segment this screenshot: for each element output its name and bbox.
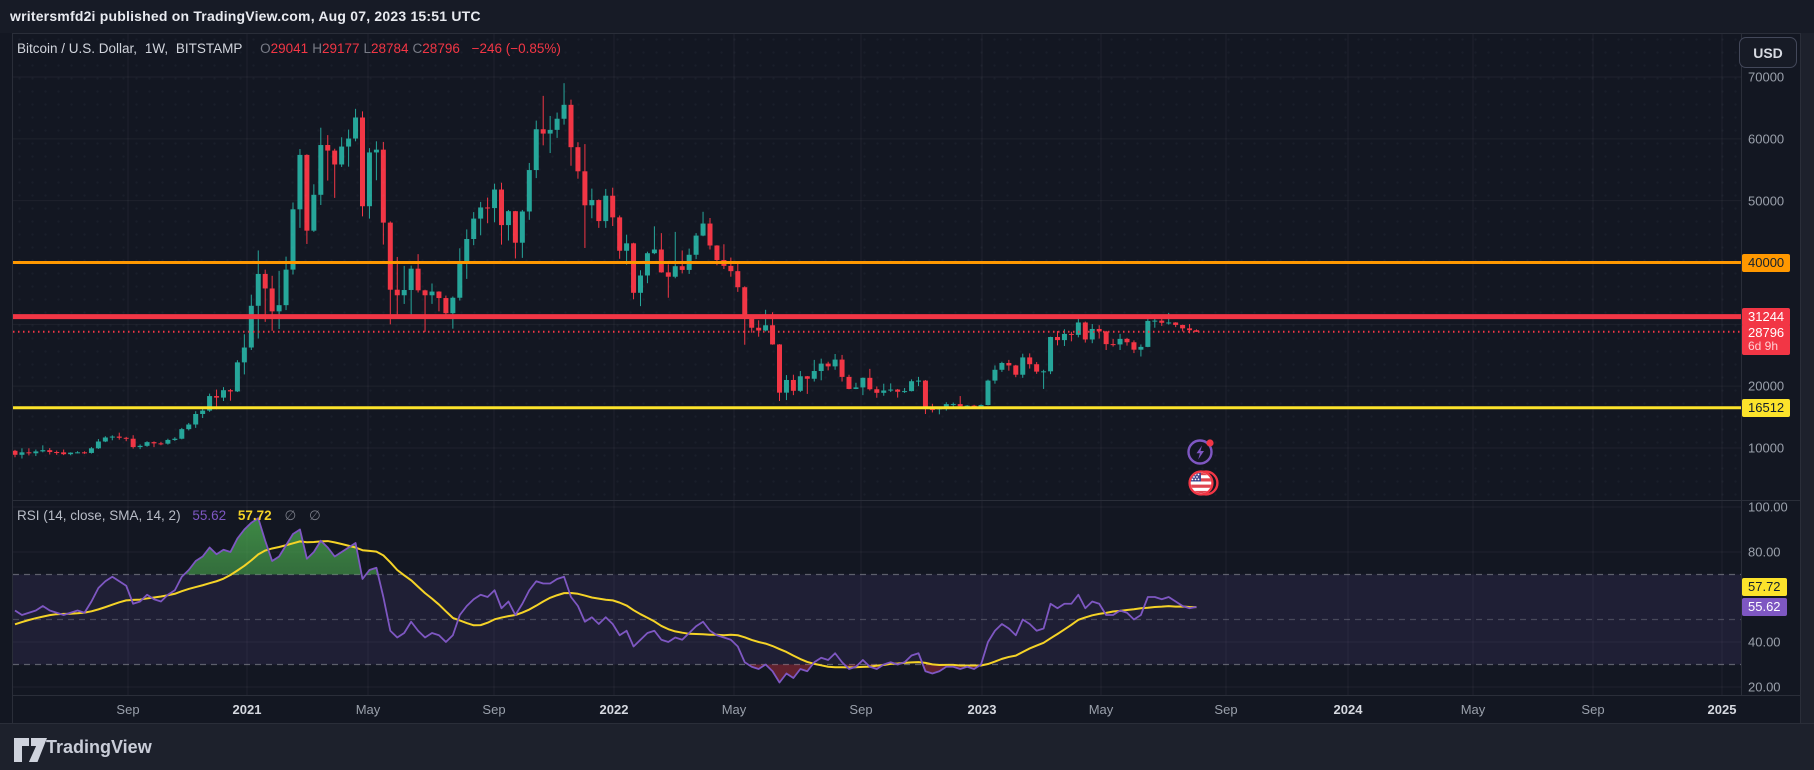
level-40000-badge: 40000 xyxy=(1742,253,1791,272)
footer-bar: TradingView xyxy=(0,723,1814,770)
symbol-interval[interactable]: 1W, xyxy=(144,41,169,56)
time-axis-label-2022: 2022 xyxy=(599,702,629,717)
ohlc-key: H xyxy=(312,41,322,56)
time-axis-label-sep: Sep xyxy=(1581,702,1605,717)
grid-dot-texture xyxy=(13,33,1741,500)
price-axis-label: 60000 xyxy=(1748,131,1785,147)
currency-toggle-button[interactable]: USD xyxy=(1739,37,1797,68)
time-axis-label-may: May xyxy=(1088,702,1114,717)
symbol-exchange[interactable]: BITSTAMP xyxy=(175,41,243,56)
time-axis-label-may: May xyxy=(355,702,381,717)
time-axis-label-2025: 2025 xyxy=(1707,702,1737,717)
time-axis-label-may: May xyxy=(1460,702,1486,717)
rsi-indicator-legend[interactable]: RSI (14, close, SMA, 14, 2) 55.62 57.72 … xyxy=(17,508,321,524)
tradingview-logo-icon[interactable] xyxy=(13,737,49,763)
frame-left-border xyxy=(12,33,13,723)
attribution-text: writersmfd2i published on TradingView.co… xyxy=(10,8,481,24)
rsi-value-badge: 55.62 xyxy=(1742,598,1787,616)
rsi-axis-label: 40.00 xyxy=(1748,634,1781,650)
price-axis-label: 50000 xyxy=(1748,193,1785,209)
ohlc-key: C xyxy=(412,41,423,56)
time-axis-border xyxy=(13,695,1801,696)
countdown-to-bar-close: 6d 9h xyxy=(1748,338,1779,353)
last-price-badge: 28796 6d 9h xyxy=(1742,323,1791,355)
rsi-axis-label: 100.00 xyxy=(1748,499,1788,515)
rsi-sma-value-badge: 57.72 xyxy=(1742,578,1787,596)
ohlc-value: 28796 xyxy=(422,41,460,56)
rsi-value-text: 55.62 xyxy=(192,508,227,523)
symbol-name[interactable]: Bitcoin / U.S. Dollar, xyxy=(17,41,138,56)
price-axis-label: 20000 xyxy=(1748,378,1785,394)
price-axis-border xyxy=(1741,33,1742,695)
level-16512-badge: 16512 xyxy=(1742,398,1791,417)
time-axis-label-sep: Sep xyxy=(849,702,873,717)
time-axis-label-sep: Sep xyxy=(1214,702,1238,717)
pane-separator[interactable] xyxy=(13,500,1801,501)
ohlc-value: 29041 xyxy=(270,41,309,56)
time-axis-label-may: May xyxy=(721,702,747,717)
tradingview-wordmark[interactable]: TradingView xyxy=(46,737,152,757)
frame-right-border xyxy=(1800,33,1801,723)
price-axis-label: 10000 xyxy=(1748,440,1785,456)
rsi-axis-label: 20.00 xyxy=(1748,679,1781,695)
rsi-axis-label: 80.00 xyxy=(1748,544,1781,560)
time-axis-label-2024: 2024 xyxy=(1333,702,1363,717)
attribution-bar: writersmfd2i published on TradingView.co… xyxy=(0,0,1814,33)
time-axis-label-sep: Sep xyxy=(482,702,506,717)
rsi-empty-value-2: ∅ xyxy=(308,508,321,523)
time-axis-label-sep: Sep xyxy=(116,702,140,717)
level-31244-badge: 31244 xyxy=(1742,307,1791,326)
ohlc-key: O xyxy=(260,41,271,56)
ohlc-key: L xyxy=(363,41,371,56)
rsi-sma-value-text: 57.72 xyxy=(237,508,272,523)
change-value: −246 (−0.85%) xyxy=(471,41,561,56)
ohlc-value: 28784 xyxy=(371,41,409,56)
rsi-empty-value-1: ∅ xyxy=(284,508,297,523)
ohlc-value: 29177 xyxy=(321,41,360,56)
price-axis-label: 70000 xyxy=(1748,69,1785,85)
us-economic-event-icon[interactable] xyxy=(1186,467,1222,504)
page-background-strip xyxy=(1801,33,1814,723)
ideas-flash-icon[interactable] xyxy=(1186,436,1218,471)
time-axis-label-2023: 2023 xyxy=(967,702,997,717)
time-axis-label-2021: 2021 xyxy=(232,702,262,717)
frame-top-border xyxy=(12,33,1801,34)
rsi-title[interactable]: RSI (14, close, SMA, 14, 2) xyxy=(17,508,181,523)
chart-legend[interactable]: Bitcoin / U.S. Dollar, 1W, BITSTAMP O290… xyxy=(17,41,565,56)
